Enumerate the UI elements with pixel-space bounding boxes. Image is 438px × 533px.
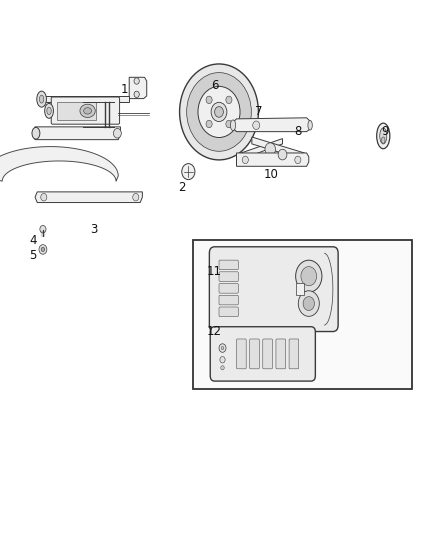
FancyBboxPatch shape <box>210 327 315 381</box>
Circle shape <box>41 247 45 252</box>
Circle shape <box>226 120 232 128</box>
Circle shape <box>182 164 195 180</box>
Circle shape <box>40 225 46 233</box>
Polygon shape <box>237 139 283 161</box>
Circle shape <box>301 266 317 286</box>
Circle shape <box>134 78 139 84</box>
FancyBboxPatch shape <box>219 284 238 293</box>
Circle shape <box>41 193 47 201</box>
FancyBboxPatch shape <box>219 272 238 281</box>
Circle shape <box>211 102 227 122</box>
Ellipse shape <box>84 108 92 114</box>
Text: 8: 8 <box>294 125 301 138</box>
Circle shape <box>295 156 301 164</box>
Circle shape <box>39 245 47 254</box>
Text: 1: 1 <box>121 83 129 96</box>
Polygon shape <box>0 147 118 181</box>
Circle shape <box>226 96 232 103</box>
Polygon shape <box>35 192 142 203</box>
FancyBboxPatch shape <box>219 307 238 317</box>
Ellipse shape <box>45 103 53 118</box>
Ellipse shape <box>37 91 46 107</box>
Polygon shape <box>129 77 147 99</box>
Circle shape <box>221 346 224 350</box>
Text: 5: 5 <box>29 249 36 262</box>
Polygon shape <box>33 127 120 140</box>
FancyBboxPatch shape <box>51 97 120 124</box>
Ellipse shape <box>32 127 40 139</box>
Circle shape <box>303 296 314 310</box>
Text: 4: 4 <box>29 235 37 247</box>
Circle shape <box>220 357 225 363</box>
FancyBboxPatch shape <box>263 339 272 369</box>
Text: 3: 3 <box>91 223 98 236</box>
Circle shape <box>296 260 322 292</box>
Circle shape <box>242 156 248 164</box>
FancyBboxPatch shape <box>250 339 259 369</box>
Ellipse shape <box>380 128 387 144</box>
Circle shape <box>278 149 287 160</box>
Bar <box>57 102 96 120</box>
Circle shape <box>253 121 260 130</box>
Circle shape <box>187 72 251 151</box>
Polygon shape <box>252 137 304 160</box>
FancyBboxPatch shape <box>237 339 246 369</box>
Ellipse shape <box>377 123 390 149</box>
Text: 7: 7 <box>254 106 262 118</box>
Text: 9: 9 <box>381 125 389 138</box>
Circle shape <box>134 91 139 98</box>
Circle shape <box>298 291 319 317</box>
Circle shape <box>198 86 240 138</box>
Bar <box>193 240 412 389</box>
Circle shape <box>133 193 139 201</box>
Ellipse shape <box>230 120 236 131</box>
Ellipse shape <box>381 137 385 143</box>
Circle shape <box>113 128 121 138</box>
Polygon shape <box>232 118 311 132</box>
Text: 6: 6 <box>211 79 219 92</box>
Ellipse shape <box>80 104 95 118</box>
Polygon shape <box>39 96 129 102</box>
Text: 12: 12 <box>207 325 222 338</box>
Bar <box>296 283 304 295</box>
FancyBboxPatch shape <box>276 339 286 369</box>
Text: 2: 2 <box>178 181 186 194</box>
FancyBboxPatch shape <box>289 339 299 369</box>
Ellipse shape <box>47 107 51 115</box>
Circle shape <box>180 64 258 160</box>
Text: 11: 11 <box>207 265 222 278</box>
Polygon shape <box>237 153 309 166</box>
Circle shape <box>206 120 212 128</box>
FancyBboxPatch shape <box>209 247 338 332</box>
Ellipse shape <box>308 120 312 130</box>
Ellipse shape <box>39 95 44 103</box>
Text: 10: 10 <box>264 168 279 181</box>
Circle shape <box>219 344 226 352</box>
FancyBboxPatch shape <box>219 260 238 270</box>
Circle shape <box>221 366 224 370</box>
FancyBboxPatch shape <box>219 295 238 305</box>
Circle shape <box>215 107 223 117</box>
Circle shape <box>265 143 276 156</box>
Circle shape <box>206 96 212 103</box>
